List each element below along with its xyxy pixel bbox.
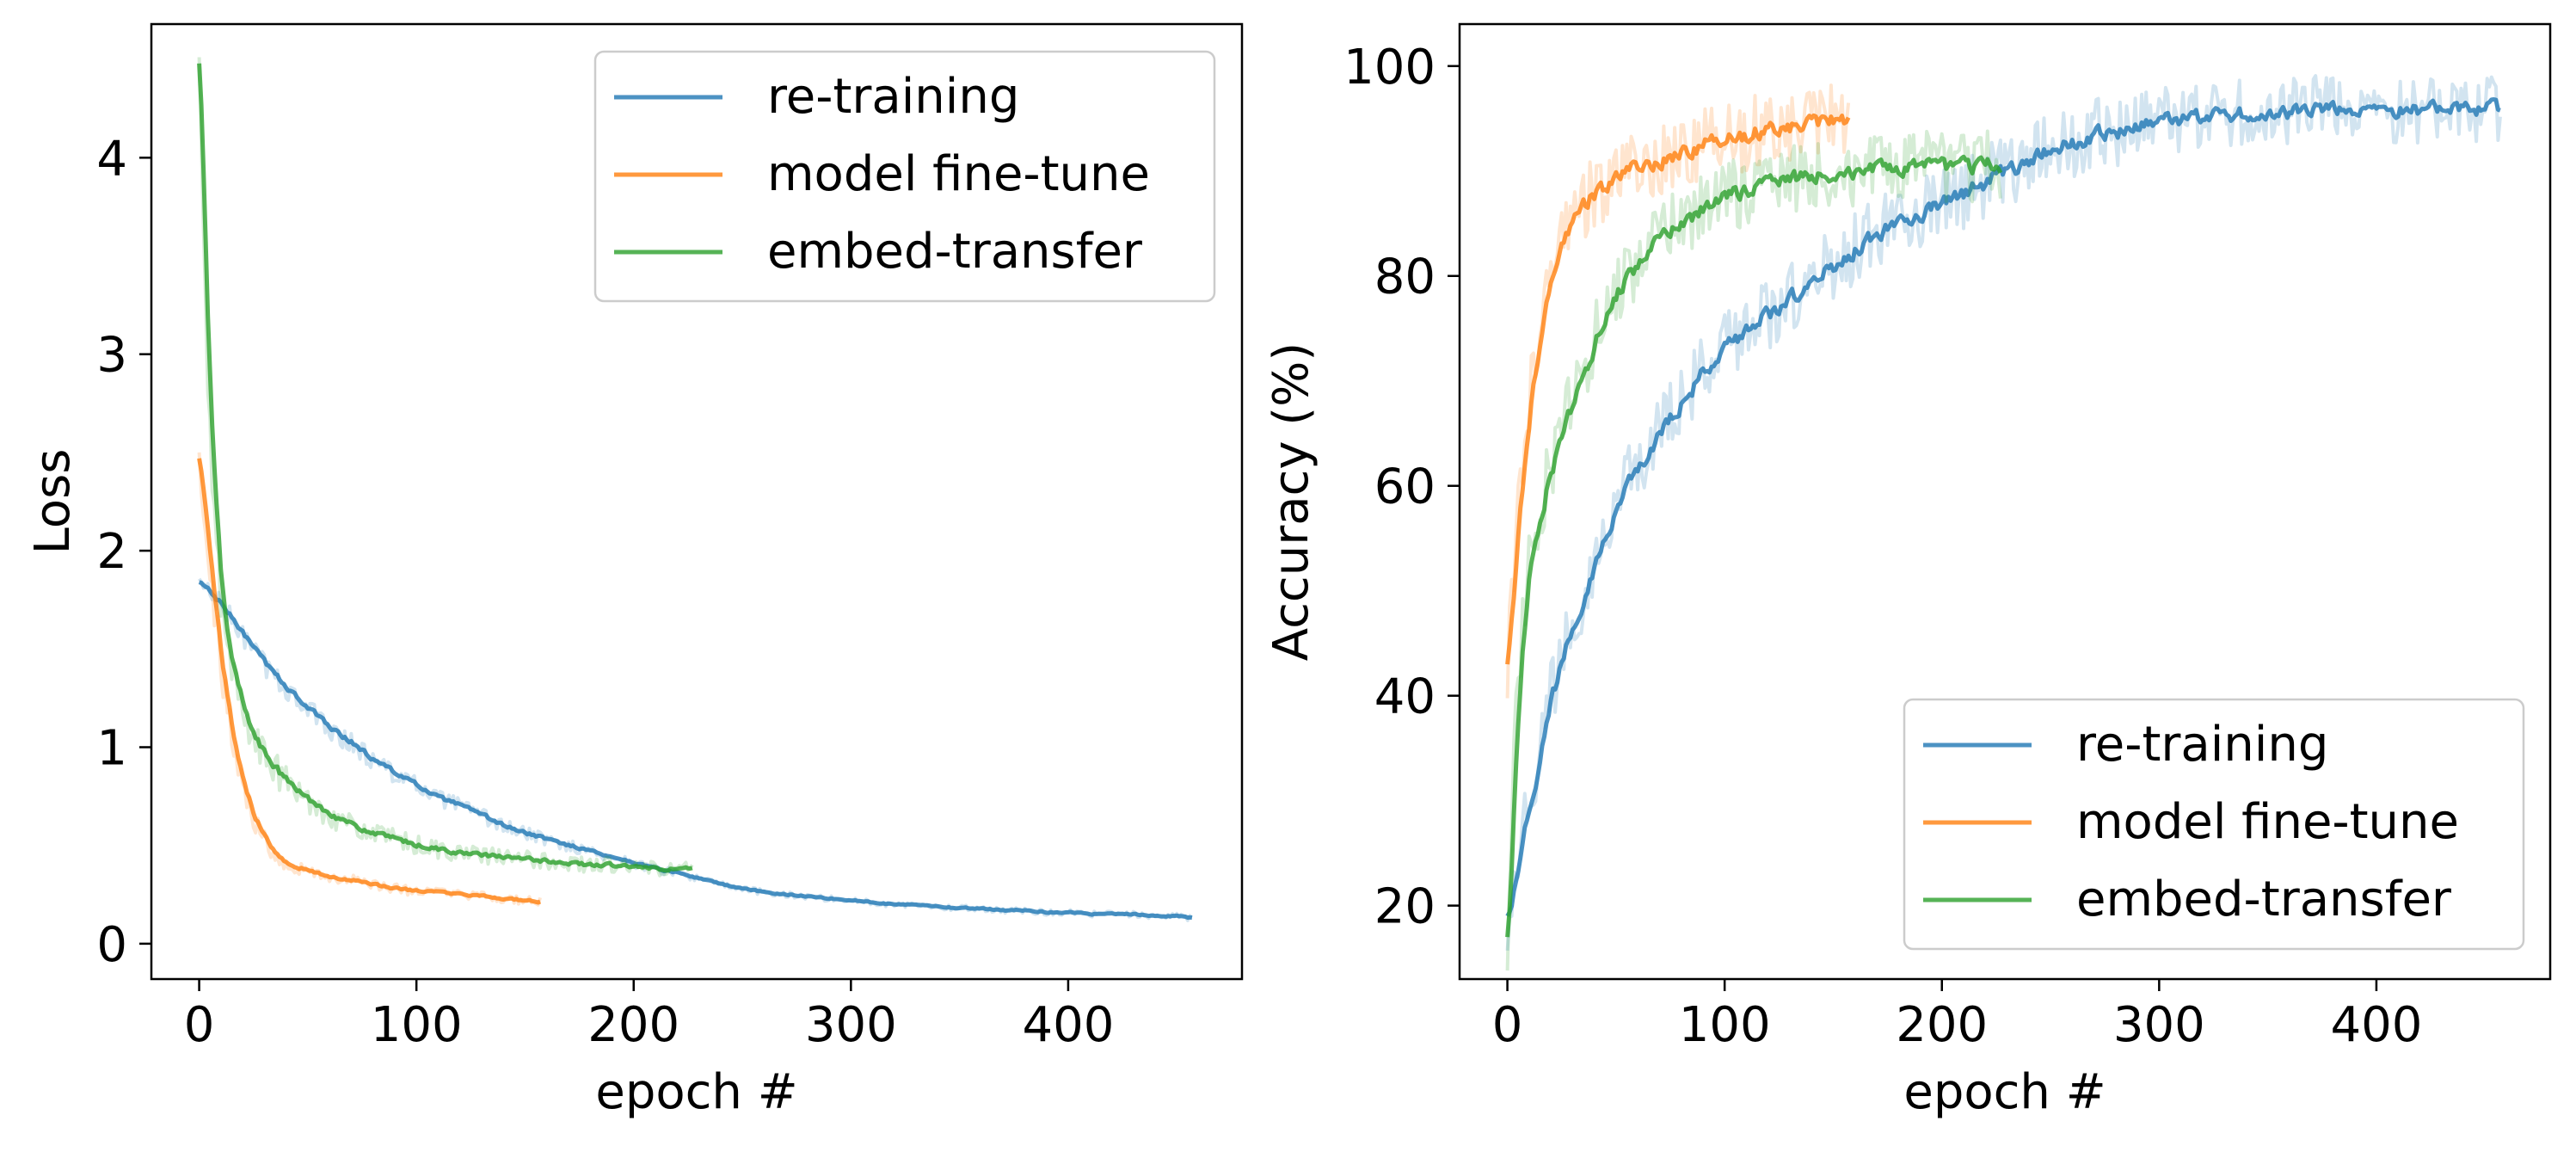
loss-axes-frame [150, 22, 1244, 981]
loss-x-tick-label: 100 [371, 997, 463, 1053]
loss-raw-line-model-fine-tune [197, 452, 543, 907]
accuracy-y-tick-label: 40 [1374, 669, 1436, 725]
accuracy-legend-label-model-fine-tune: model fine-tune [2076, 794, 2459, 850]
accuracy-x-tick-label: 400 [2330, 997, 2422, 1053]
loss-line-embed-transfer [197, 63, 693, 873]
loss-x-tick-label: 400 [1022, 997, 1114, 1053]
accuracy-line-model-fine-tune [1505, 113, 1851, 665]
accuracy-legend: re-training model fine-tune embed-transf… [1903, 698, 2525, 951]
loss-y-tick-label: 4 [96, 131, 127, 187]
accuracy-y-tick-label: 100 [1343, 40, 1436, 95]
accuracy-x-tick-label: 200 [1896, 997, 1988, 1053]
accuracy-y-tick-label: 60 [1374, 459, 1436, 515]
loss-legend-label-embed-transfer: embed-transfer [767, 224, 1143, 280]
accuracy-y-axis-label: Accuracy (%) [1263, 342, 1319, 661]
loss-y-tick-label: 1 [96, 720, 127, 776]
accuracy-legend-box [1903, 698, 2525, 951]
loss-legend-label-re-training: re-training [767, 69, 1019, 125]
accuracy-x-tick-label: 0 [1492, 997, 1523, 1053]
accuracy-x-tick-label: 300 [2113, 997, 2205, 1053]
accuracy-panel: 0 100 200 300 400 20 40 60 80 100 epoch # Accurac… [1263, 22, 2552, 1120]
accuracy-line-embed-transfer [1505, 154, 2003, 938]
accuracy-legend-label-re-training: re-training [2076, 717, 2328, 773]
accuracy-line-re-training [1505, 97, 2501, 918]
accuracy-legend-label-embed-transfer: embed-transfer [2076, 872, 2452, 927]
accuracy-x-tick-label: 100 [1679, 997, 1771, 1053]
loss-y-tick-label: 2 [96, 524, 127, 580]
loss-x-tick-label: 300 [805, 997, 897, 1053]
loss-x-axis-label: epoch # [595, 1064, 797, 1120]
accuracy-axes-frame [1458, 22, 2552, 981]
loss-line-re-training [198, 580, 1193, 921]
accuracy-y-tick-label: 80 [1374, 249, 1436, 305]
loss-legend: re-training model fine-tune embed-transf… [593, 50, 1216, 303]
loss-x-tick-label: 0 [184, 997, 215, 1053]
loss-y-tick-label: 3 [96, 328, 127, 384]
loss-x-tick-label: 200 [587, 997, 679, 1053]
loss-y-tick-label: 0 [96, 917, 127, 973]
loss-legend-label-model-fine-tune: model fine-tune [767, 146, 1150, 202]
loss-panel: 0 100 200 300 400 0 1 2 3 4 epoch # Loss re-train… [25, 22, 1244, 1120]
loss-line-model-fine-tune [197, 458, 542, 905]
accuracy-x-axis-label: epoch # [1903, 1064, 2106, 1120]
loss-y-axis-label: Loss [25, 449, 81, 555]
accuracy-y-tick-label: 20 [1374, 879, 1436, 935]
loss-legend-box [593, 50, 1216, 303]
